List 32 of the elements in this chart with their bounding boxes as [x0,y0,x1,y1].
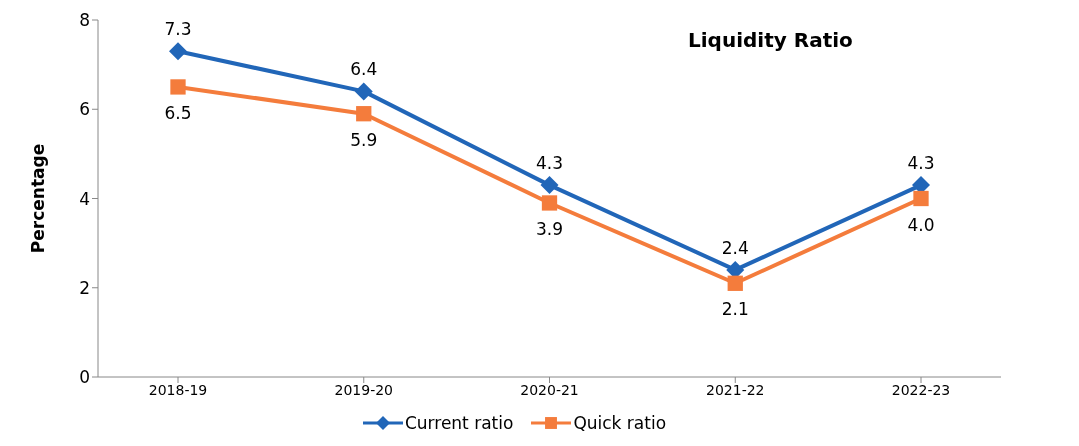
data-label: 4.3 [535,153,564,174]
point [354,82,373,101]
chart-title: Liquidity Ratio [688,28,853,52]
data-label: 3.9 [535,218,564,239]
point [170,79,186,95]
point [540,176,559,195]
legend-label: Quick ratio [573,413,667,433]
data-label: 6.5 [164,102,192,123]
data-label: 4.0 [907,214,935,235]
data-label: 7.3 [164,19,192,40]
y-tick-label: 0 [79,367,90,388]
y-tick-label: 4 [79,188,90,209]
point [541,195,558,211]
data-label: 4.3 [907,153,935,174]
data-label: 2.1 [721,299,749,320]
x-tick-label: 2020-21 [520,381,579,398]
data-label: 2.4 [721,237,749,258]
y-tick-label: 6 [79,99,90,120]
point [356,106,372,122]
point [913,190,929,207]
y-tick-label: 8 [79,10,90,31]
x-tick-label: 2022-23 [891,381,951,398]
x-tick-label: 2019-20 [334,381,393,398]
x-tick-label: 2018-19 [148,381,208,398]
y-tick-label: 2 [79,277,90,298]
point [169,42,187,61]
x-tick-label: 2021-22 [706,381,765,398]
y-axis-title: Percentage [28,143,49,254]
point [727,275,743,291]
data-label: 6.4 [350,59,378,80]
data-label: 5.9 [350,129,378,150]
legend-label: Current ratio [404,413,514,433]
